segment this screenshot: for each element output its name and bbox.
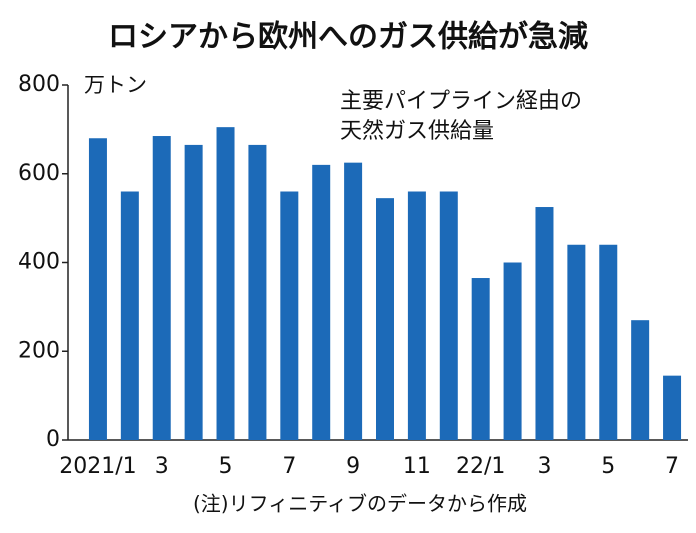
bar bbox=[152, 136, 171, 440]
bar bbox=[376, 198, 394, 440]
x-tick-label: 7 bbox=[665, 454, 679, 479]
y-tick-label: 600 bbox=[18, 161, 60, 186]
note: (注)リフィニティブのデータから作成 bbox=[193, 492, 527, 516]
bar bbox=[663, 375, 682, 440]
bar bbox=[88, 138, 107, 440]
x-tick-label: 5 bbox=[219, 454, 233, 479]
annotation: 天然ガス供給量 bbox=[340, 119, 494, 144]
x-tick-label: 5 bbox=[601, 454, 615, 479]
bar bbox=[120, 191, 139, 440]
annotation: 主要パイプライン経由の bbox=[340, 89, 582, 114]
x-tick-label: 3 bbox=[537, 454, 551, 479]
bar bbox=[184, 144, 203, 440]
bar bbox=[344, 162, 363, 440]
x-tick-label: 7 bbox=[282, 454, 296, 479]
bar bbox=[599, 244, 618, 440]
bar bbox=[312, 164, 331, 440]
bar bbox=[503, 262, 522, 440]
bar bbox=[631, 320, 650, 440]
x-tick-label: 9 bbox=[346, 454, 360, 479]
bar bbox=[439, 191, 458, 440]
y-tick-label: 200 bbox=[18, 338, 60, 363]
y-unit: 万トン bbox=[84, 73, 147, 97]
bar bbox=[248, 144, 267, 440]
bar bbox=[471, 278, 490, 440]
bar bbox=[567, 244, 586, 440]
y-tick-label: 800 bbox=[18, 72, 60, 97]
y-tick-label: 400 bbox=[18, 250, 60, 275]
x-tick-label: 2021/1 bbox=[59, 454, 136, 479]
chart-title: ロシアから欧州へのガス供給が急減 bbox=[108, 20, 588, 55]
bar bbox=[216, 127, 235, 440]
bar bbox=[407, 191, 426, 440]
x-tick-label: 11 bbox=[403, 454, 431, 479]
bar bbox=[535, 207, 554, 440]
x-tick-label: 22/1 bbox=[456, 454, 505, 479]
x-tick-label: 3 bbox=[155, 454, 169, 479]
y-tick-label: 0 bbox=[46, 427, 60, 452]
bar bbox=[280, 191, 299, 440]
